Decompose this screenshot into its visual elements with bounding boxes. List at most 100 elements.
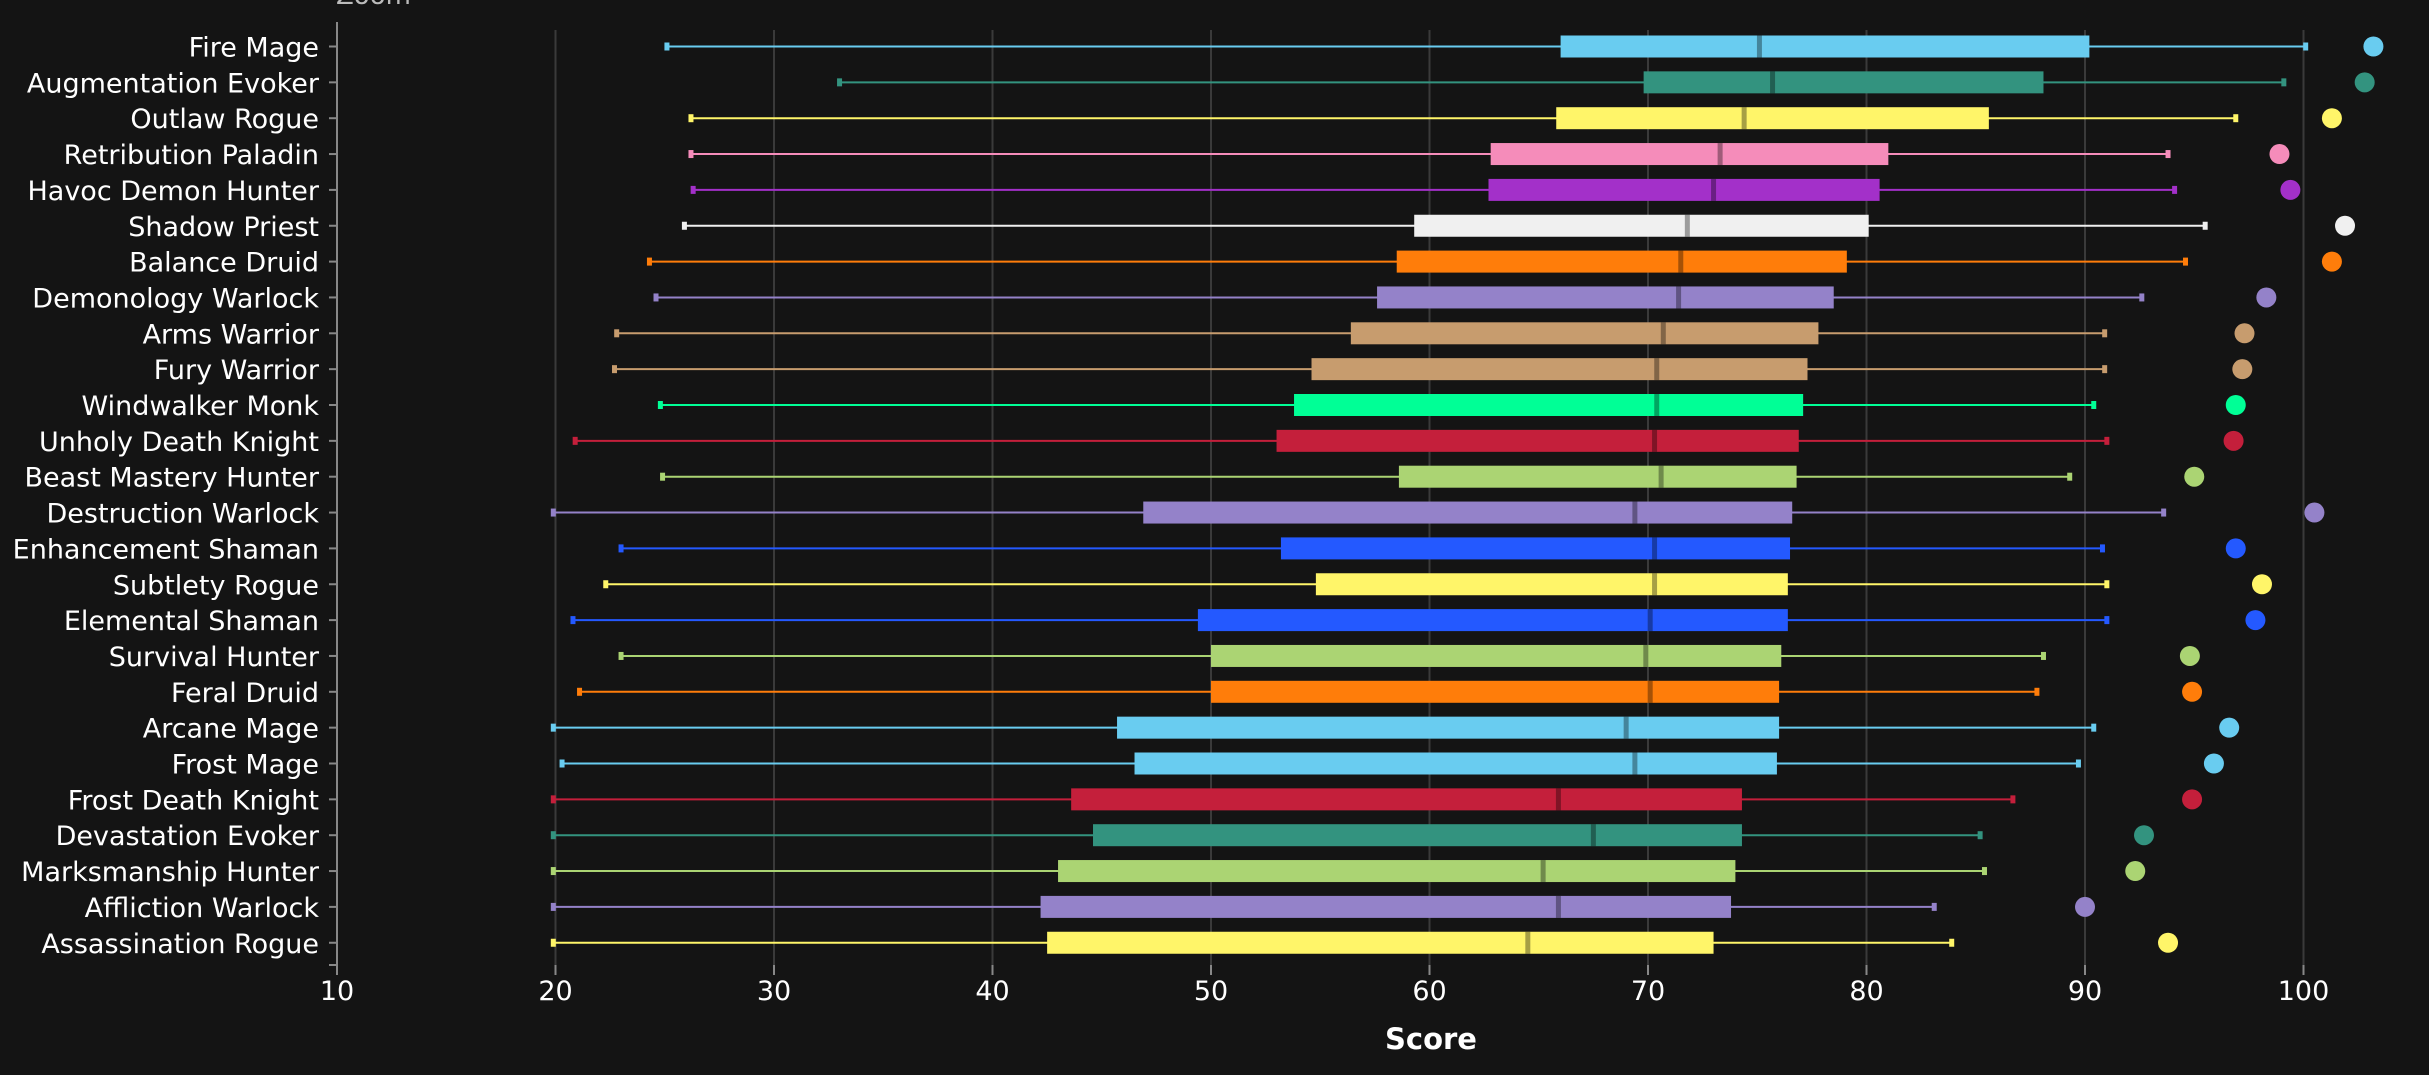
- whisker-cap-min: [618, 544, 624, 553]
- y-tick-label: Marksmanship Hunter: [21, 857, 320, 888]
- iqr-box: [1211, 644, 1782, 667]
- iqr-box: [1294, 394, 1804, 416]
- y-tick-label: Fury Warrior: [154, 355, 320, 386]
- box-feral-druid: [577, 680, 2203, 703]
- whisker-cap-max: [2102, 365, 2108, 374]
- median-marker: [1643, 644, 1649, 667]
- outlier-point: [2225, 395, 2246, 415]
- median-marker: [1654, 358, 1660, 381]
- box-demonology-warlock: [653, 286, 2277, 309]
- whisker-cap-min: [837, 78, 843, 87]
- box-balance-druid: [646, 250, 2342, 273]
- box-outlaw-rogue: [688, 107, 2342, 130]
- whisker-cap-max: [1977, 831, 1983, 840]
- median-marker: [1555, 788, 1561, 811]
- median-marker: [1525, 931, 1531, 954]
- whisker-cap-max: [2303, 42, 2309, 51]
- outlier-point: [2219, 717, 2240, 738]
- whisker-cap-min: [550, 938, 556, 947]
- median-marker: [1632, 752, 1638, 775]
- box-windwalker-monk: [657, 394, 2246, 416]
- box-arms-warrior: [614, 322, 2255, 345]
- whisker-cap-max: [2040, 651, 2046, 660]
- whisker-cap-max: [2099, 544, 2105, 553]
- whisker-cap-min: [570, 616, 576, 625]
- whisker-cap-max: [2091, 723, 2097, 732]
- x-tick-label: 30: [757, 976, 791, 1007]
- x-tick-label: 40: [975, 976, 1009, 1007]
- x-tick-label: 10: [320, 976, 354, 1007]
- y-tick-label: Assassination Rogue: [41, 929, 319, 960]
- outlier-point: [2280, 179, 2301, 200]
- box-unholy-death-knight: [572, 429, 2244, 452]
- iqr-box: [1490, 143, 1889, 166]
- median-marker: [1652, 537, 1658, 560]
- whisker-cap-min: [603, 580, 609, 589]
- box-affliction-warlock: [550, 895, 2095, 918]
- y-tick-label: Unholy Death Knight: [39, 427, 319, 458]
- median-marker: [1540, 860, 1546, 883]
- whisker-cap-min: [688, 114, 694, 123]
- whisker-cap-min: [614, 329, 620, 338]
- whisker-cap-max: [2010, 795, 2016, 804]
- box-enhancement-shaman: [618, 537, 2246, 560]
- iqr-box: [1276, 429, 1799, 452]
- median-marker: [1652, 429, 1658, 452]
- outlier-point: [2184, 466, 2205, 487]
- whisker-cap-min: [577, 687, 583, 696]
- median-marker: [1756, 35, 1762, 58]
- x-axis-label: Score: [1385, 1022, 1477, 1056]
- whisker-cap-min: [690, 185, 696, 194]
- median-marker: [1632, 501, 1638, 524]
- iqr-box: [1488, 178, 1880, 201]
- median-marker: [1623, 716, 1629, 739]
- iqr-box: [1414, 214, 1869, 237]
- box-fire-mage: [664, 35, 2384, 58]
- x-tick-label: 20: [538, 976, 572, 1007]
- outlier-point: [2251, 574, 2272, 595]
- median-marker: [1647, 680, 1653, 703]
- iqr-box: [1134, 752, 1777, 775]
- median-marker: [1647, 609, 1653, 632]
- outlier-point: [2354, 72, 2375, 93]
- iqr-box: [1058, 860, 1736, 883]
- outlier-point: [2335, 215, 2356, 236]
- x-tick-label: 80: [1849, 976, 1883, 1007]
- outlier-point: [2158, 932, 2179, 953]
- outlier-point: [2256, 287, 2277, 308]
- iqr-box: [1047, 931, 1714, 954]
- whisker-cap-min: [559, 759, 565, 768]
- box-frost-death-knight: [550, 788, 2203, 811]
- whisker-cap-max: [2202, 221, 2208, 230]
- box-series: [550, 35, 2384, 954]
- whisker-cap-min: [550, 723, 556, 732]
- iqr-box: [1311, 358, 1808, 381]
- y-tick-label: Balance Druid: [129, 248, 319, 279]
- whisker-cap-max: [1949, 938, 1955, 947]
- whisker-cap-max: [2233, 114, 2239, 123]
- whisker-cap-min: [681, 221, 687, 230]
- y-axis: Fire Mage Augmentation Evoker Outlaw Rogue…: [13, 22, 338, 966]
- y-tick-label: Fire Mage: [189, 33, 319, 64]
- median-marker: [1590, 824, 1596, 847]
- box-augmentation-evoker: [837, 71, 2375, 94]
- zoom-label[interactable]: Zoom: [336, 0, 411, 11]
- box-assassination-rogue: [550, 931, 2179, 954]
- iqr-box: [1560, 35, 2090, 58]
- box-subtlety-rogue: [603, 573, 2272, 596]
- box-devastation-evoker: [550, 824, 2154, 847]
- median-marker: [1770, 71, 1776, 94]
- iqr-box: [1143, 501, 1793, 524]
- whisker-cap-min: [646, 257, 652, 266]
- x-tick-label: 60: [1412, 976, 1446, 1007]
- iqr-box: [1040, 895, 1732, 918]
- box-marksmanship-hunter: [550, 860, 2146, 883]
- outlier-point: [2125, 861, 2146, 882]
- whisker-cap-min: [550, 867, 556, 876]
- median-marker: [1660, 322, 1666, 345]
- iqr-box: [1315, 573, 1788, 596]
- y-tick-label: Beast Mastery Hunter: [24, 463, 319, 494]
- iqr-box: [1280, 537, 1791, 560]
- whisker-cap-max: [2091, 401, 2097, 409]
